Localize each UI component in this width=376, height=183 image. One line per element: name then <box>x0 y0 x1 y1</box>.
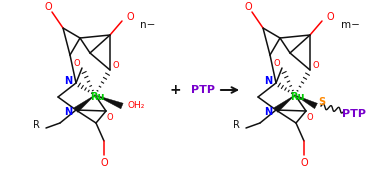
Text: O: O <box>107 113 113 122</box>
Text: O: O <box>100 158 108 168</box>
Text: O: O <box>44 2 52 12</box>
Polygon shape <box>74 95 95 112</box>
Text: PTP: PTP <box>191 85 215 95</box>
Text: O: O <box>326 12 334 22</box>
Text: R: R <box>33 120 39 130</box>
Text: Ru: Ru <box>290 92 304 102</box>
Text: O: O <box>126 12 134 22</box>
Polygon shape <box>274 95 295 112</box>
Text: O: O <box>300 158 308 168</box>
Text: +: + <box>169 83 181 97</box>
Text: PTP: PTP <box>342 109 366 119</box>
Polygon shape <box>295 95 317 109</box>
Text: S: S <box>318 97 326 107</box>
Text: OH₂: OH₂ <box>127 100 145 109</box>
Text: O: O <box>313 61 319 70</box>
Text: N: N <box>264 76 272 86</box>
Text: O: O <box>113 61 119 70</box>
Text: O: O <box>244 2 252 12</box>
Text: O: O <box>74 59 80 68</box>
Text: O: O <box>307 113 313 122</box>
Text: Ru: Ru <box>90 92 104 102</box>
Text: O: O <box>274 59 280 68</box>
Text: N: N <box>64 107 72 117</box>
Text: N: N <box>264 107 272 117</box>
Polygon shape <box>95 95 123 109</box>
Text: R: R <box>233 120 240 130</box>
Text: m−: m− <box>341 20 359 30</box>
Text: N: N <box>64 76 72 86</box>
Text: n−: n− <box>140 20 156 30</box>
